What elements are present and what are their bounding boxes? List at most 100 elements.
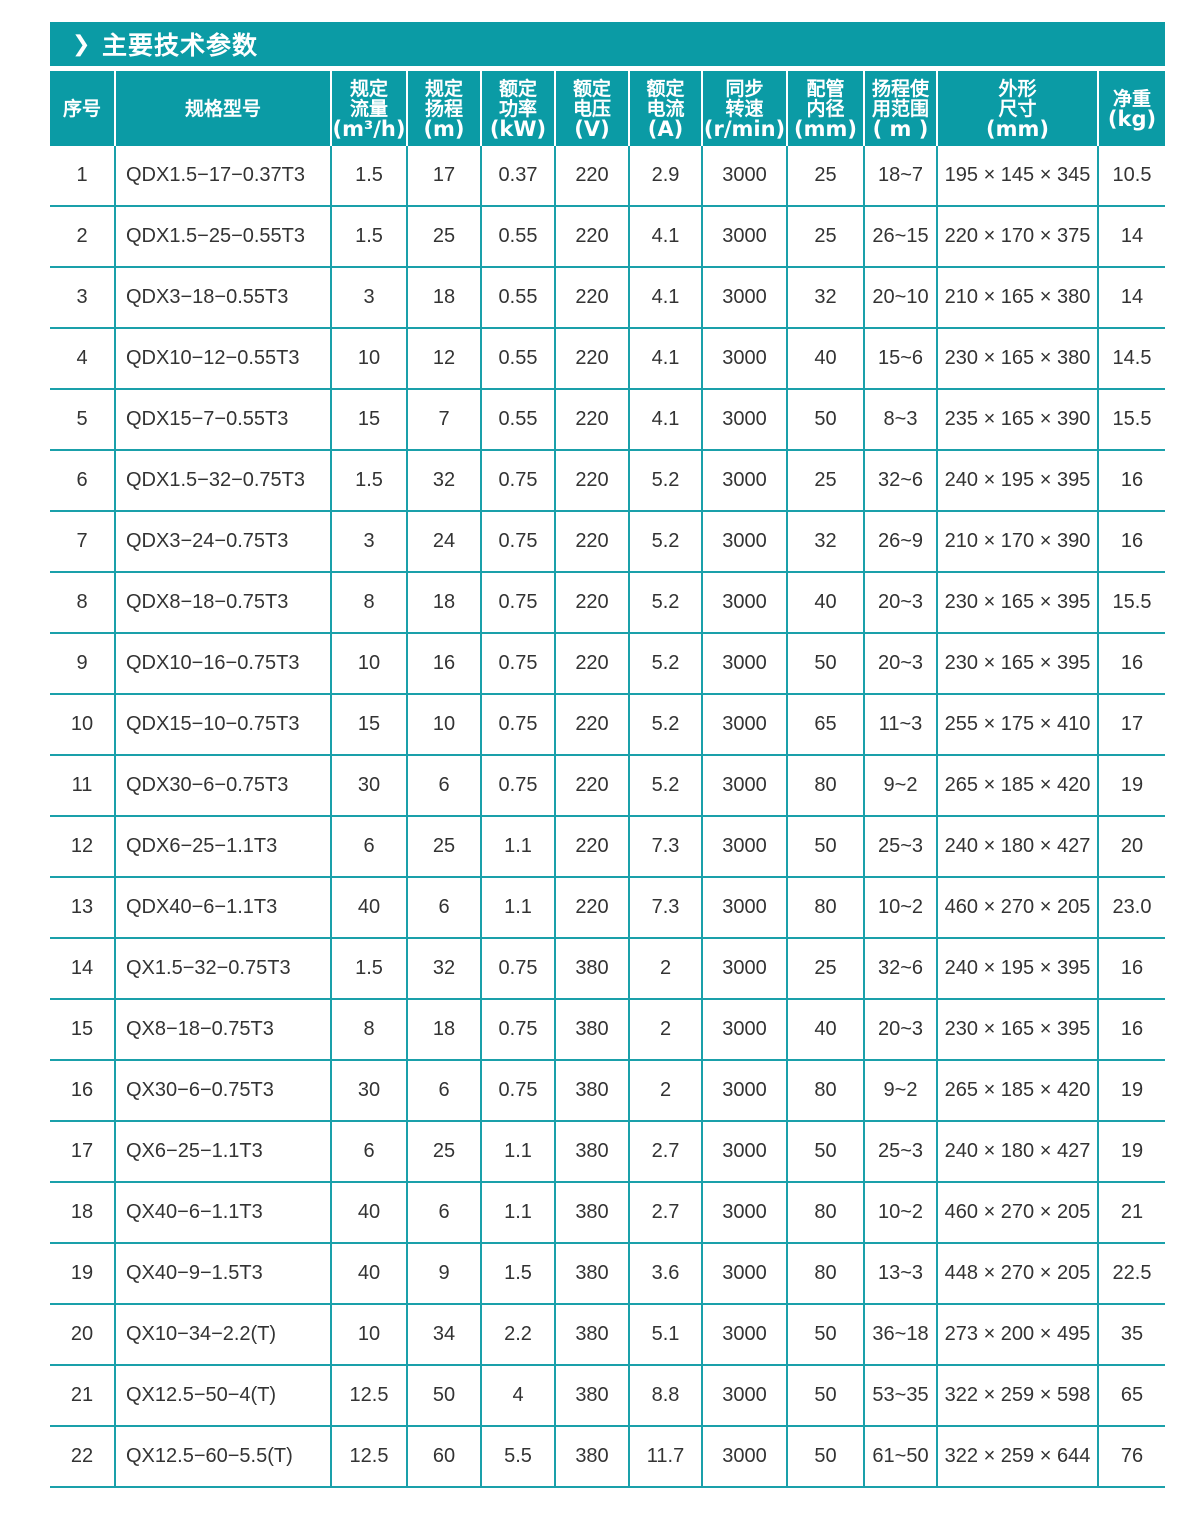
table-cell: 25~3: [863, 816, 937, 878]
table-cell: 0.75: [480, 755, 555, 817]
table-row: 15 QX8−18−0.75T3 8 18 0.75 380 2 3000 40 20~3 230 …: [50, 999, 1165, 1061]
table-cell: 40: [330, 877, 407, 939]
table-cell: 380: [554, 1243, 629, 1305]
table-cell: 21: [1097, 1182, 1165, 1244]
table-cell: 220: [554, 816, 629, 878]
table-cell: 8~3: [863, 389, 937, 451]
table-cell: 19: [1097, 755, 1165, 817]
column-header-unit: (mm): [986, 116, 1049, 141]
table-row: 2 QDX1.5−25−0.55T3 1.5 25 0.55 220 4.1 3000 25 26…: [50, 206, 1165, 268]
table-cell: 80: [786, 755, 864, 817]
table-cell: 1.1: [480, 816, 555, 878]
table-cell: 8: [50, 572, 115, 634]
table-cell: 5.5: [480, 1426, 555, 1488]
table-cell: 32: [786, 267, 864, 329]
column-header: 规定 流量 (m³/h): [330, 71, 407, 146]
table-cell: 4.1: [628, 328, 702, 390]
table-cell: 3.6: [628, 1243, 702, 1305]
table-cell: 0.55: [480, 328, 555, 390]
table-cell: 25: [786, 450, 864, 512]
table-cell: 22: [50, 1426, 115, 1488]
table-cell: 220: [554, 146, 629, 207]
table-cell: 15.5: [1097, 389, 1165, 451]
table-cell: 10: [50, 694, 115, 756]
table-cell: 5.2: [628, 511, 702, 573]
table-cell: 15: [330, 694, 407, 756]
table-cell: QDX1.5−32−0.75T3: [114, 450, 331, 512]
table-cell: 40: [330, 1243, 407, 1305]
table-cell: 26~9: [863, 511, 937, 573]
table-cell: 220: [554, 389, 629, 451]
column-header: 配管 内径 (mm): [786, 71, 864, 146]
table-cell: 2.7: [628, 1182, 702, 1244]
column-header-l1: 规格型号: [184, 97, 261, 120]
table-cell: 3000: [701, 633, 787, 695]
table-cell: 10: [406, 694, 481, 756]
table-cell: 40: [786, 328, 864, 390]
table-cell: 11~3: [863, 694, 937, 756]
table-cell: QX40−9−1.5T3: [114, 1243, 331, 1305]
table-cell: 230 × 165 × 380: [936, 328, 1098, 390]
table-cell: 3000: [701, 1121, 787, 1183]
table-cell: 1.5: [330, 938, 407, 1000]
table-cell: 12.5: [330, 1365, 407, 1427]
table-cell: 240 × 180 × 427: [936, 1121, 1098, 1183]
table-cell: QDX8−18−0.75T3: [114, 572, 331, 634]
table-cell: 20~3: [863, 572, 937, 634]
table-cell: 220: [554, 572, 629, 634]
table-cell: 22.5: [1097, 1243, 1165, 1305]
table-cell: 230 × 165 × 395: [936, 633, 1098, 695]
table-cell: 18: [50, 1182, 115, 1244]
table-cell: 12.5: [330, 1426, 407, 1488]
table-cell: 9: [50, 633, 115, 695]
column-header-l2: 电流: [646, 97, 685, 120]
table-cell: 16: [1097, 999, 1165, 1061]
table-cell: 25~3: [863, 1121, 937, 1183]
table-cell: 322 × 259 × 644: [936, 1426, 1098, 1488]
column-header: 外形 尺寸 (mm): [936, 71, 1098, 146]
table-cell: 25: [786, 146, 864, 207]
table-cell: QDX30−6−0.75T3: [114, 755, 331, 817]
table-cell: 2.2: [480, 1304, 555, 1366]
table-cell: 65: [786, 694, 864, 756]
table-cell: 240 × 180 × 427: [936, 816, 1098, 878]
table-cell: 240 × 195 × 395: [936, 450, 1098, 512]
table-cell: 21: [50, 1365, 115, 1427]
table-cell: 50: [406, 1365, 481, 1427]
table-cell: QDX15−7−0.55T3: [114, 389, 331, 451]
table-cell: 3: [50, 267, 115, 329]
table-row: 18 QX40−6−1.1T3 40 6 1.1 380 2.7 3000 80 10~2 460 …: [50, 1182, 1165, 1244]
table-row: 6 QDX1.5−32−0.75T3 1.5 32 0.75 220 5.2 3000 25 32…: [50, 450, 1165, 512]
table-cell: 30: [330, 1060, 407, 1122]
table-cell: 4: [480, 1365, 555, 1427]
table-cell: 76: [1097, 1426, 1165, 1488]
table-cell: 220: [554, 633, 629, 695]
table-cell: 3000: [701, 328, 787, 390]
table-cell: 50: [786, 633, 864, 695]
table-cell: 265 × 185 × 420: [936, 1060, 1098, 1122]
table-cell: 210 × 170 × 390: [936, 511, 1098, 573]
table-cell: 32~6: [863, 938, 937, 1000]
table-cell: 220: [554, 328, 629, 390]
table-cell: 220: [554, 206, 629, 268]
table-cell: 3000: [701, 938, 787, 1000]
column-header: 扬程使 用范围( m ): [863, 71, 937, 146]
table-row: 16 QX30−6−0.75T3 30 6 0.75 380 2 3000 80 9~2 265 ×…: [50, 1060, 1165, 1122]
table-cell: QDX6−25−1.1T3: [114, 816, 331, 878]
column-header-l1: 序号: [62, 97, 101, 120]
table-cell: 3000: [701, 816, 787, 878]
table-cell: 36~18: [863, 1304, 937, 1366]
table-cell: 3000: [701, 1060, 787, 1122]
column-header-l2: 尺寸: [998, 97, 1037, 120]
column-header-unit: ( m ): [872, 116, 929, 141]
table-cell: 5.2: [628, 450, 702, 512]
table-cell: 32: [406, 450, 481, 512]
table-cell: 6: [406, 877, 481, 939]
table-cell: 2: [628, 999, 702, 1061]
table-cell: 0.75: [480, 511, 555, 573]
table-cell: 1.1: [480, 1121, 555, 1183]
table-cell: QX40−6−1.1T3: [114, 1182, 331, 1244]
table-cell: 19: [50, 1243, 115, 1305]
table-cell: 380: [554, 1121, 629, 1183]
table-cell: 17: [50, 1121, 115, 1183]
